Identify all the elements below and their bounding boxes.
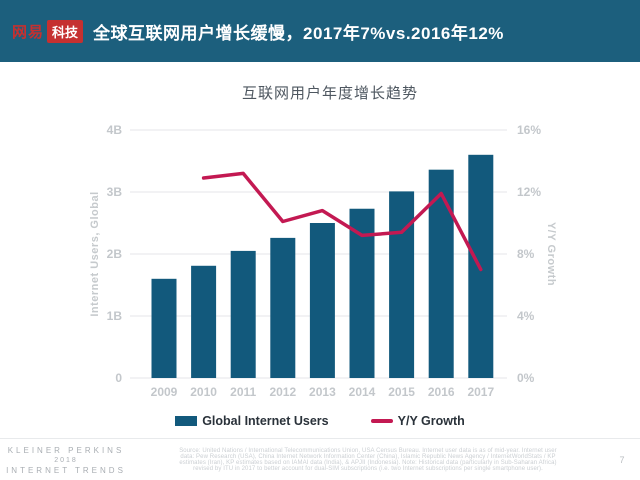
year-label-2012: 2012 bbox=[269, 385, 296, 399]
kleiner-perkins-brand: KLEINER PERKINS 2018 INTERNET TRENDS bbox=[0, 444, 132, 475]
source-line-4: revised by ITU in 2017 to better account… bbox=[193, 466, 543, 473]
bar-series-swatch bbox=[175, 416, 198, 426]
logo-brand-text: 网易 bbox=[12, 23, 45, 41]
left-axis-title: Internet Users, Global bbox=[89, 191, 101, 316]
axis-tick-labels: 0 0% 1B 4% 2B 8% 3B 12% 4B 16% bbox=[107, 123, 542, 385]
year-label-2017: 2017 bbox=[467, 385, 494, 399]
footer: KLEINER PERKINS 2018 INTERNET TRENDS Sou… bbox=[0, 438, 640, 480]
year-label-2015: 2015 bbox=[388, 385, 415, 399]
bar-2011 bbox=[230, 250, 256, 378]
right-axis-title: Y/Y Growth bbox=[545, 222, 557, 286]
source-line-1: Source: United Nations / International T… bbox=[179, 447, 557, 454]
logo-sub-badge: 科技 bbox=[47, 19, 84, 43]
right-tick-0%: 0% bbox=[517, 371, 535, 385]
x-axis-labels: 2009 2010 2011 2012 2013 2014 2015 2016 2017 bbox=[151, 385, 495, 399]
brand-line-1: KLEINER PERKINS bbox=[7, 446, 125, 455]
bar-2016 bbox=[428, 169, 454, 378]
chart-title: 互联网用户年度增长趋势 bbox=[241, 85, 418, 102]
left-tick-4B: 4B bbox=[107, 123, 123, 137]
right-tick-4%: 4% bbox=[517, 309, 535, 323]
header: 网易 科技 全球互联网用户增长缓慢，2017年7%vs.2016年12% bbox=[0, 0, 640, 62]
year-label-2016: 2016 bbox=[428, 385, 455, 399]
bar-2015 bbox=[389, 191, 415, 378]
year-label-2009: 2009 bbox=[151, 385, 178, 399]
bar-2013 bbox=[309, 223, 335, 378]
page-number: 7 bbox=[619, 454, 625, 465]
year-label-2010: 2010 bbox=[190, 385, 217, 399]
legend-item-line: Y/Y Growth bbox=[370, 414, 465, 428]
brand-line-2: 2018 bbox=[54, 457, 78, 464]
netease-tech-logo: 网易 科技 bbox=[12, 19, 84, 43]
combo-chart: 0 0% 1B 4% 2B 8% 3B 12% 4B 16% 2009 2010 2011 2012 201… bbox=[89, 123, 557, 399]
growth-line bbox=[201, 171, 483, 272]
left-tick-3B: 3B bbox=[107, 185, 123, 199]
slide-title: 全球互联网用户增长缓慢，2017年7%vs.2016年12% bbox=[93, 23, 504, 43]
bar-2012 bbox=[270, 237, 296, 378]
year-label-2013: 2013 bbox=[309, 385, 336, 399]
legend-label-bars: Global Internet Users bbox=[202, 414, 329, 428]
year-label-2014: 2014 bbox=[349, 385, 376, 399]
bar-2009 bbox=[151, 278, 177, 378]
left-tick-2B: 2B bbox=[107, 247, 123, 261]
left-tick-0: 0 bbox=[115, 371, 122, 385]
left-tick-1B: 1B bbox=[107, 309, 123, 323]
year-label-2011: 2011 bbox=[230, 385, 256, 399]
right-tick-16%: 16% bbox=[517, 123, 541, 137]
right-tick-12%: 12% bbox=[517, 185, 541, 199]
source-line-3: estimates (Iran), KP estimates based on … bbox=[179, 460, 557, 466]
bar-series bbox=[151, 154, 494, 378]
brand-line-3: INTERNET TRENDS bbox=[6, 466, 126, 475]
legend-label-line: Y/Y Growth bbox=[397, 414, 465, 428]
line-series-swatch bbox=[370, 419, 393, 423]
source-note: Source: United Nations / International T… bbox=[132, 447, 604, 473]
legend: Global Internet Users Y/Y Growth bbox=[0, 410, 640, 432]
source-line-2: data: Pew Research (USA), China Internet… bbox=[180, 453, 556, 460]
bar-2010 bbox=[191, 265, 217, 378]
legend-item-bars: Global Internet Users bbox=[175, 414, 329, 428]
right-tick-8%: 8% bbox=[517, 247, 535, 261]
